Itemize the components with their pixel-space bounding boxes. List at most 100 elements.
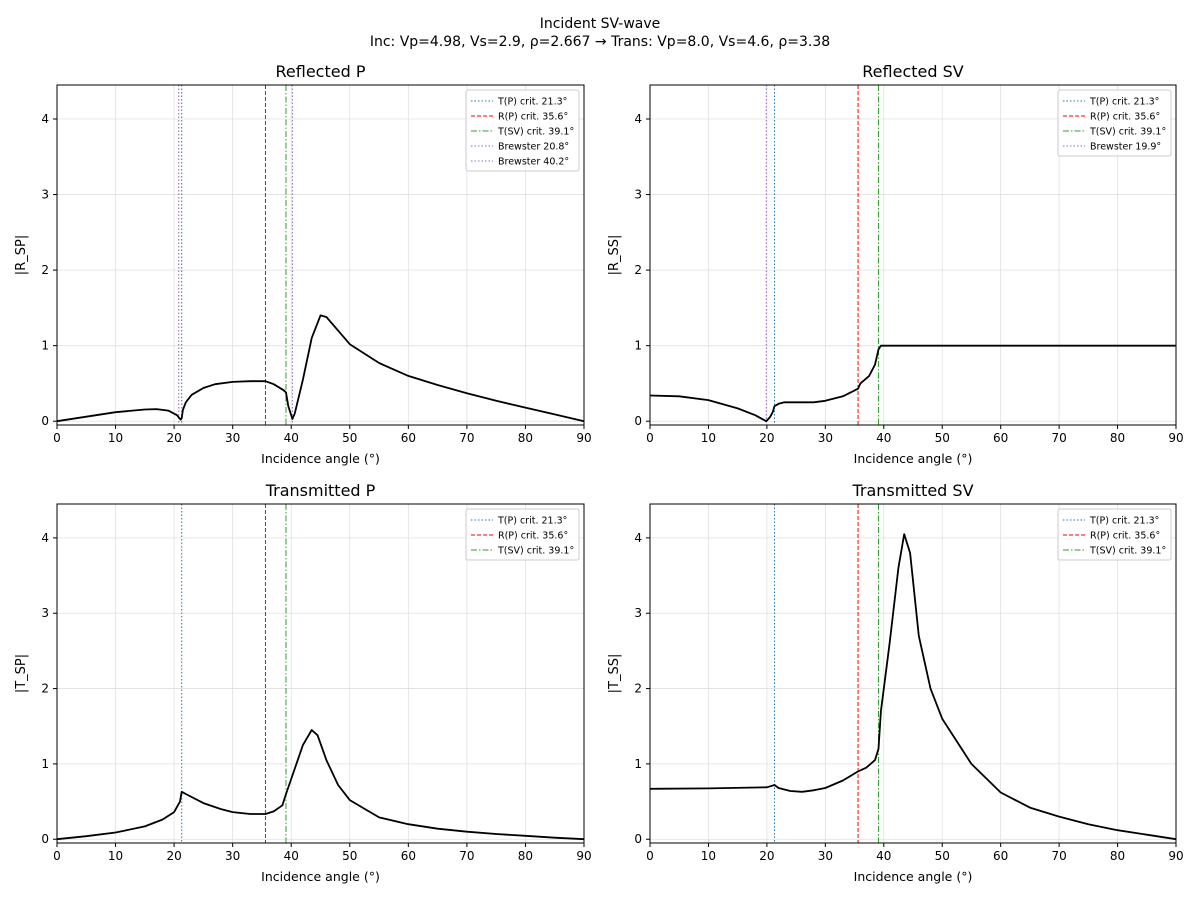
figure-title: Incident SV-wave [539,16,661,32]
x-tick-label: 20 [759,849,774,863]
y-tick-label: 3 [634,606,642,620]
x-tick-label: 60 [993,849,1008,863]
figure-subtitle: Inc: Vp=4.98, Vs=2.9, ρ=2.667 → Trans: V… [369,34,831,50]
x-tick-label: 70 [1051,849,1066,863]
x-tick-label: 10 [701,431,716,445]
x-tick-label: 0 [646,431,654,445]
x-tick-label: 50 [342,849,357,863]
x-tick-label: 90 [576,431,591,445]
legend-entry: R(P) crit. 35.6° [1090,112,1160,123]
x-tick-label: 90 [576,849,591,863]
y-tick-label: 2 [634,263,642,277]
subplot-1: 0 10 20 30 40 50 60 70 80 90 0 1 2 3 4 Reflected SV Inci… [607,62,1184,466]
legend: T(P) crit. 21.3° R(P) crit. 35.6° T(SV) cr… [1057,508,1172,561]
legend-entry: T(SV) crit. 39.1° [1089,127,1166,138]
legend-box [1057,508,1172,561]
x-tick-label: 40 [284,849,299,863]
x-tick-label: 30 [225,849,240,863]
x-tick-label: 40 [284,431,299,445]
x-tick-label: 20 [166,849,181,863]
x-tick-label: 30 [818,849,833,863]
y-tick-label: 3 [41,606,49,620]
x-tick-label: 20 [759,431,774,445]
axes-frame [649,503,1177,844]
x-tick-label: 80 [1110,431,1125,445]
y-tick-label: 0 [41,832,49,846]
x-tick-label: 0 [646,849,654,863]
x-tick-label: 70 [459,849,474,863]
x-axis-label: Incidence angle (°) [854,451,973,466]
data-curve [649,344,1176,423]
x-tick-label: 10 [108,849,123,863]
legend-entry: Brewster 20.8° [498,142,569,153]
y-tick-label: 4 [634,531,642,545]
legend: T(P) crit. 21.3° R(P) crit. 35.6° T(SV) cr… [465,89,580,172]
x-axis-label: Incidence angle (°) [261,869,380,884]
x-tick-label: 40 [876,849,891,863]
legend-entry: T(SV) crit. 39.1° [497,546,574,557]
subplot-2: 0 10 20 30 40 50 60 70 80 90 0 1 2 3 4 Transmitted P Inc… [14,481,592,884]
axes-frame [56,84,585,426]
legend-entry: R(P) crit. 35.6° [498,531,568,542]
y-tick-label: 2 [41,682,49,696]
y-tick-label: 2 [634,682,642,696]
x-tick-label: 60 [401,431,416,445]
data-curve [649,533,1177,841]
x-tick-label: 80 [1110,849,1125,863]
legend: T(P) crit. 21.3° R(P) crit. 35.6° T(SV) cr… [1057,89,1172,157]
y-axis-label: |T_SS| [607,654,622,694]
y-tick-label: 0 [634,832,642,846]
x-tick-label: 40 [876,431,891,445]
legend-entry: T(P) crit. 21.3° [497,516,567,527]
x-tick-label: 50 [935,431,950,445]
x-tick-label: 50 [935,849,950,863]
x-tick-label: 70 [459,431,474,445]
legend-box [1057,89,1172,157]
x-tick-label: 0 [53,849,61,863]
y-tick-label: 1 [634,757,642,771]
legend-box [465,508,580,561]
legend-entry: R(P) crit. 35.6° [1090,531,1160,542]
x-tick-label: 10 [701,849,716,863]
x-tick-label: 90 [1168,431,1183,445]
x-tick-label: 90 [1168,849,1183,863]
legend-entry: T(P) crit. 21.3° [1089,516,1159,527]
subplot-title: Reflected SV [862,62,963,81]
data-curve [56,314,585,423]
legend-entry: T(P) crit. 21.3° [1089,97,1159,108]
legend: T(P) crit. 21.3° R(P) crit. 35.6° T(SV) cr… [465,508,580,561]
legend-entry: T(SV) crit. 39.1° [497,127,574,138]
y-tick-label: 2 [41,263,49,277]
y-tick-label: 4 [41,112,49,126]
x-tick-label: 70 [1051,431,1066,445]
legend-entry: T(SV) crit. 39.1° [1089,546,1166,557]
x-tick-label: 80 [518,431,533,445]
x-tick-label: 60 [401,849,416,863]
legend-entry: Brewster 40.2° [498,157,569,168]
y-tick-label: 0 [634,414,642,428]
y-axis-label: |T_SP| [14,654,29,693]
axes-frame [56,503,585,844]
y-tick-label: 1 [41,339,49,353]
subplot-0: 0 10 20 30 40 50 60 70 80 90 0 1 2 3 4 Reflected P Incid… [14,62,592,466]
y-axis-label: |R_SS| [607,235,622,276]
y-tick-label: 1 [634,339,642,353]
subplot-title: Reflected P [276,62,366,81]
y-tick-label: 3 [634,188,642,202]
x-axis-label: Incidence angle (°) [854,869,973,884]
x-tick-label: 30 [225,431,240,445]
legend-entry: T(P) crit. 21.3° [497,97,567,108]
y-tick-label: 4 [634,112,642,126]
axes-frame [649,84,1177,426]
y-tick-label: 1 [41,757,49,771]
x-axis-label: Incidence angle (°) [261,451,380,466]
y-tick-label: 4 [41,531,49,545]
x-tick-label: 50 [342,431,357,445]
legend-box [465,89,580,172]
y-axis-label: |R_SP| [14,235,29,275]
y-tick-label: 0 [41,414,49,428]
y-tick-label: 3 [41,188,49,202]
x-tick-label: 60 [993,431,1008,445]
